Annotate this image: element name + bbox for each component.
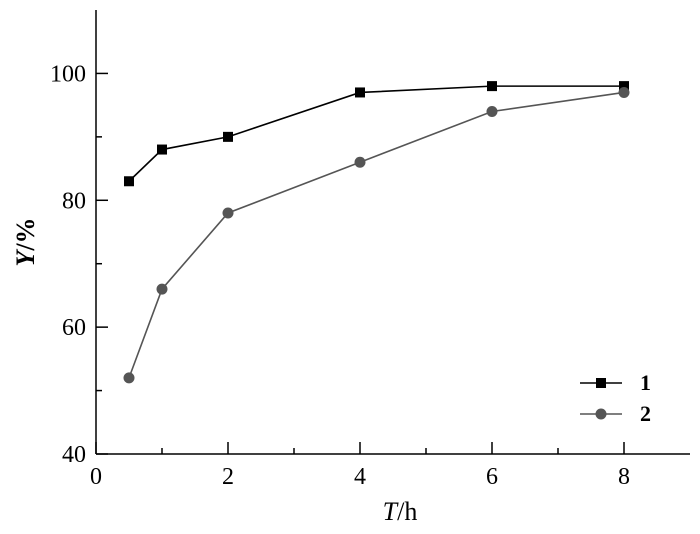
series-2 [123, 86, 630, 384]
data-point [355, 87, 365, 98]
y-tick-label: 80 [62, 188, 86, 214]
x-tick-label: 6 [486, 464, 498, 490]
legend-item-1: 1 [580, 370, 651, 395]
legend-marker [596, 378, 606, 388]
y-axis-title-unit: /% [11, 217, 40, 251]
series-layer [123, 81, 630, 384]
x-tick-label: 4 [354, 464, 366, 490]
legend-marker [595, 408, 607, 420]
axes: 0 2 4 6 8 40 60 80 100 [50, 10, 690, 490]
data-point [486, 105, 498, 117]
series-1 [124, 81, 629, 187]
x-tick-label: 8 [618, 464, 630, 490]
series-line [128, 91, 625, 379]
y-ticks: 40 60 80 100 [50, 61, 108, 468]
y-tick-label: 40 [62, 442, 86, 468]
data-point [124, 176, 134, 187]
y-tick-label: 100 [50, 61, 86, 87]
x-axis-title-unit: /h [397, 497, 417, 526]
data-point [619, 81, 629, 92]
data-point [123, 372, 135, 384]
x-tick-label: 2 [222, 464, 234, 490]
legend-label: 2 [640, 401, 651, 426]
data-point [354, 156, 366, 168]
data-point [487, 81, 497, 92]
legend: 12 [580, 370, 651, 426]
x-axis-title-var: T [383, 497, 399, 526]
legend-label: 1 [640, 370, 651, 395]
data-point [157, 144, 167, 155]
x-tick-label: 0 [90, 464, 102, 490]
series-line [128, 85, 624, 182]
data-point [223, 131, 233, 142]
data-point [156, 283, 168, 295]
y-axis-title: Y/% [11, 217, 40, 266]
data-point [618, 86, 630, 98]
y-tick-label: 60 [62, 315, 86, 341]
data-point [222, 207, 234, 219]
x-axis-title: T/h [383, 497, 418, 526]
y-axis-title-var: Y [11, 249, 40, 267]
legend-item-2: 2 [580, 401, 651, 426]
x-ticks: 0 2 4 6 8 [90, 442, 630, 490]
